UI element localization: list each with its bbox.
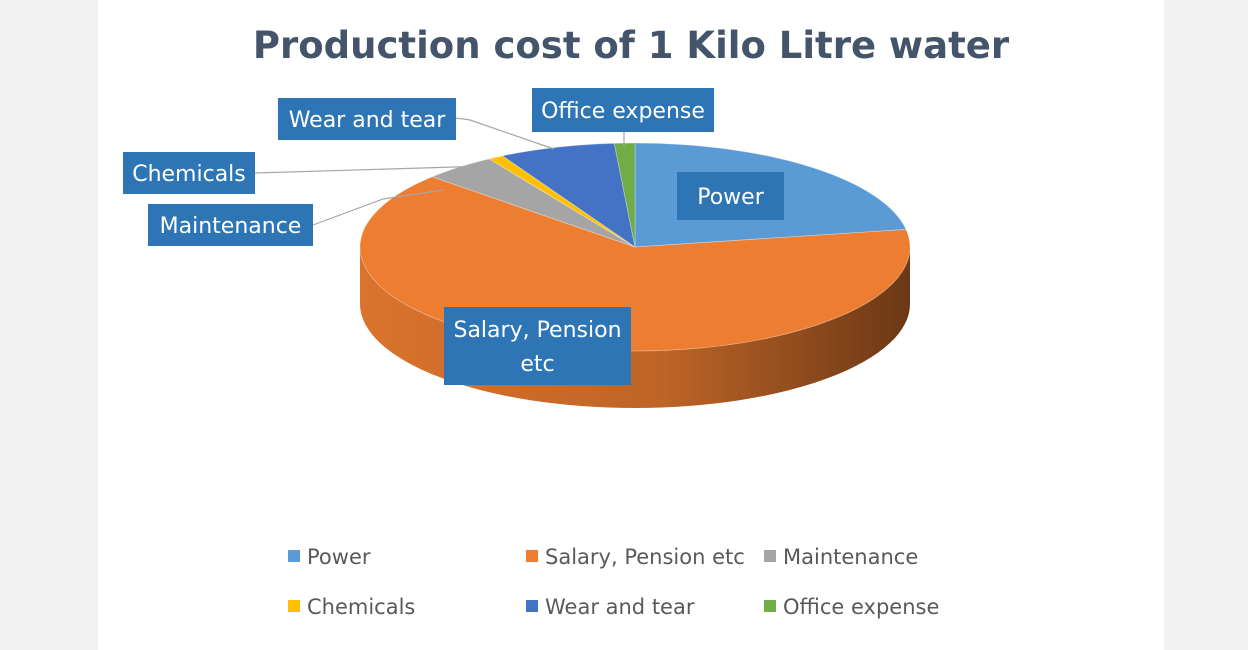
chart-title: Production cost of 1 Kilo Litre water: [252, 24, 1010, 67]
legend-label-salary-pension-etc: Salary, Pension etc: [545, 545, 745, 569]
pie-slices: [359, 142, 911, 352]
legend-swatch-wear-and-tear: [526, 600, 538, 612]
legend-label-office-expense: Office expense: [783, 595, 939, 619]
legend-swatch-maintenance: [764, 550, 776, 562]
pie-slice-office-expense: [613, 142, 636, 248]
legend-swatch-salary-pension-etc: [526, 550, 538, 562]
chart-area: Production cost of 1 Kilo Litre water Po…: [98, 0, 1164, 650]
data-label-maintenance: Maintenance: [160, 214, 302, 239]
data-label-box-chemicals: [123, 152, 255, 194]
data-label-wear-and-tear: Wear and tear: [289, 108, 447, 133]
data-label-box-wear-and-tear: [278, 98, 456, 140]
legend-label-maintenance: Maintenance: [783, 545, 918, 569]
data-label-box-maintenance: [148, 204, 313, 246]
leader-line-maintenance: [312, 189, 444, 226]
data-label-power: Power: [697, 185, 764, 210]
data-label-box-power: [677, 172, 784, 220]
legend-label-wear-and-tear: Wear and tear: [545, 595, 695, 619]
data-label-office-expense: Office expense: [541, 99, 705, 124]
leader-line-wear-and-tear: [455, 117, 555, 150]
data-labels: Power Salary, Pension etc Maintenance Chemic…: [123, 88, 784, 385]
legend-swatch-office-expense: [764, 600, 776, 612]
pie-slice-chemicals: [488, 155, 636, 248]
pie-chart: Power Salary, Pension etc Maintenance Chemic…: [123, 88, 939, 619]
leader-line-chemicals: [254, 165, 489, 174]
data-label-salary-pension-etc: Salary, Pension etc: [453, 318, 621, 377]
legend-label-power: Power: [307, 545, 371, 569]
legend-swatch-power: [288, 550, 300, 562]
data-label-chemicals: Chemicals: [132, 162, 246, 187]
pie-slice-wear-and-tear: [501, 142, 636, 248]
data-label-box-salary-pension-etc: [444, 307, 631, 385]
legend-label-chemicals: Chemicals: [307, 595, 415, 619]
legend-swatch-chemicals: [288, 600, 300, 612]
legend: Power Salary, Pension etc Maintenance Chemi…: [288, 545, 939, 619]
data-label-box-office-expense: [532, 88, 714, 132]
